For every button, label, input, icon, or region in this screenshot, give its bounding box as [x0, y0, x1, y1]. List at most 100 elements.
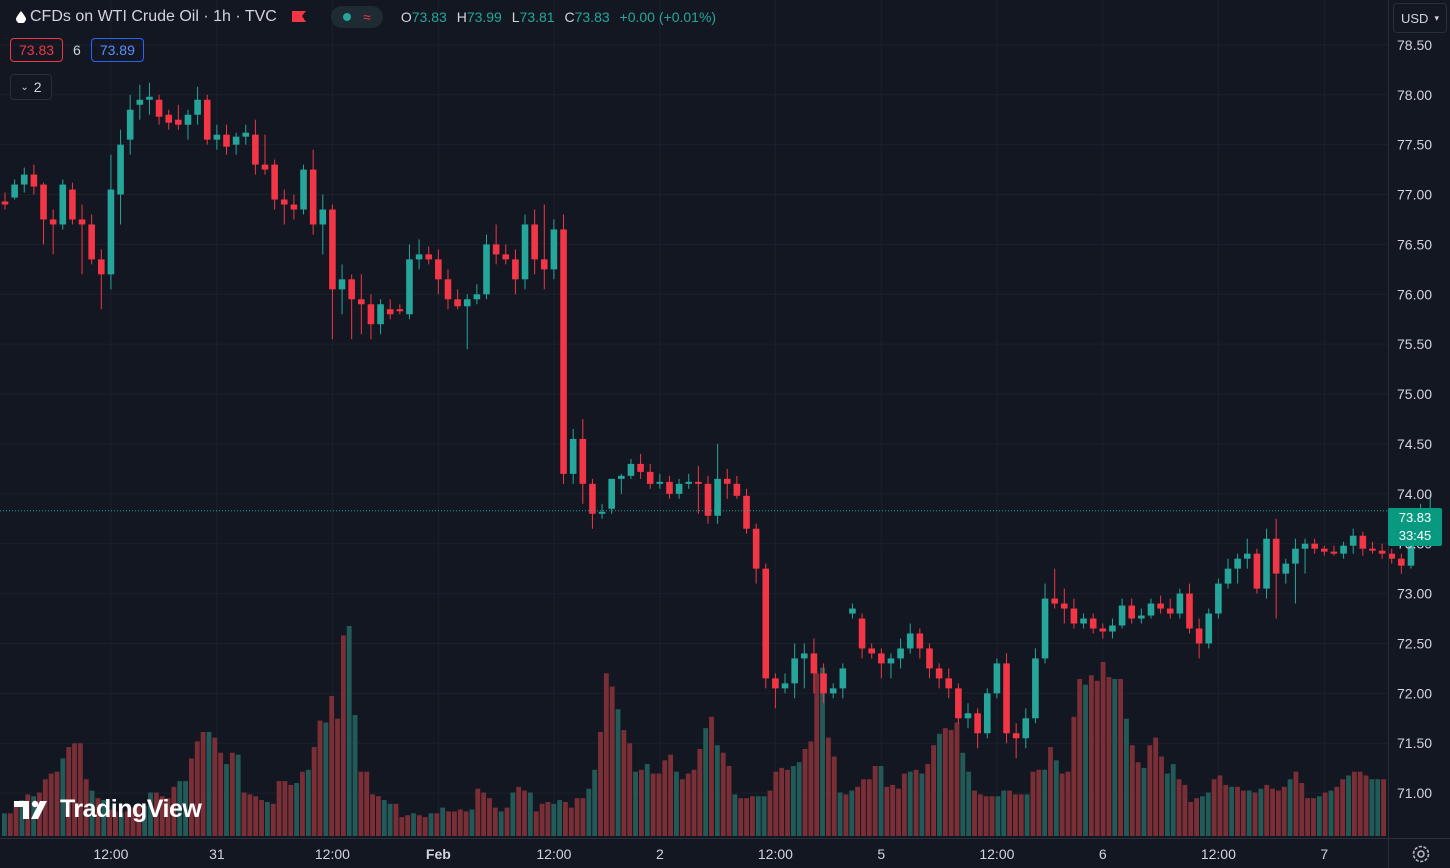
volume-bar — [750, 796, 755, 836]
candle-body — [993, 663, 1001, 694]
indicator-count: 2 — [33, 79, 42, 95]
volume-bar — [1188, 801, 1194, 836]
volume-bar — [177, 781, 183, 836]
volume-bar — [586, 788, 592, 836]
volume-bar — [650, 773, 656, 836]
volume-bar — [1270, 788, 1275, 836]
market-status-pill[interactable]: ≈ — [330, 6, 383, 28]
volume-bar — [411, 813, 416, 836]
volume-bar — [995, 796, 1001, 836]
volume-bar — [481, 792, 487, 836]
market-open-dot-icon — [342, 13, 351, 21]
sell-button[interactable]: 73.83 — [10, 38, 64, 62]
symbol-title[interactable]: CFDs on WTI Crude Oil · 1h · TVC — [30, 8, 277, 25]
currency-select[interactable]: USD ▾ — [1393, 3, 1447, 33]
volume-bar — [1118, 678, 1124, 836]
volume-bar — [709, 716, 714, 836]
candle-body — [955, 688, 962, 719]
price-tick-label: 77.50 — [1397, 137, 1432, 153]
flag-icon[interactable] — [291, 10, 307, 24]
tradingview-logo[interactable]: TradingView — [14, 795, 202, 824]
volume-bar — [1363, 775, 1369, 836]
volume-bar — [533, 811, 539, 836]
spread-value: 6 — [73, 42, 81, 58]
volume-bar — [960, 752, 966, 836]
volume-bar — [270, 803, 276, 836]
high-label: H — [456, 9, 467, 25]
candle-body — [280, 199, 288, 205]
volume-bar — [66, 747, 72, 836]
volume-bar — [849, 790, 855, 836]
price-tick-label: 75.50 — [1397, 336, 1432, 352]
candle-body — [367, 304, 375, 325]
volume-bar — [1351, 771, 1357, 836]
volume-bar — [1135, 762, 1141, 836]
time-tick-label: 12:00 — [93, 846, 128, 862]
candle-body — [1089, 618, 1097, 629]
volume-bar — [1124, 718, 1129, 836]
volume-bar — [241, 792, 247, 836]
volume-bar — [1176, 779, 1182, 836]
time-tick-label: 5 — [877, 846, 885, 862]
indicators-toggle-button[interactable]: ⌄ 2 — [10, 74, 52, 100]
volume-bar — [1018, 794, 1024, 836]
candle-body — [1195, 628, 1203, 644]
volume-bar — [972, 790, 977, 836]
price-tick-label: 74.00 — [1397, 486, 1432, 502]
price-axis[interactable]: 71.0071.5072.0072.5073.0073.5074.0074.50… — [1397, 37, 1432, 801]
volume-bar — [1199, 796, 1205, 836]
volume-bar — [925, 764, 931, 836]
volume-bar — [1077, 678, 1083, 836]
price-tick-label: 76.00 — [1397, 286, 1432, 302]
candle-body — [59, 184, 67, 225]
candle-body — [512, 259, 519, 280]
candle-body — [300, 169, 307, 210]
volume-bar — [1164, 773, 1170, 836]
time-axis[interactable]: 12:00 31 12:00 Feb 12:00 2 12:00 5 12:00 6 12:00 7 — [93, 846, 1328, 862]
volume-bar — [1012, 794, 1018, 836]
buy-button[interactable]: 73.89 — [90, 38, 144, 62]
volume-bar — [159, 796, 165, 836]
settings-gear-icon[interactable] — [1410, 843, 1432, 865]
candle-body — [1157, 603, 1164, 609]
candle-body — [733, 483, 741, 496]
last-price-value: 73.83 — [1398, 510, 1432, 525]
volume-bar — [200, 731, 206, 836]
candle-body — [1012, 733, 1020, 739]
candle-body — [1330, 551, 1338, 554]
volume-bar — [1246, 790, 1252, 836]
volume-bar — [855, 786, 861, 836]
volume-bar — [1305, 798, 1311, 836]
volume-bar — [522, 790, 527, 836]
volume-bar — [1024, 794, 1030, 836]
volume-bar — [825, 737, 831, 836]
close-value: 73.83 — [574, 9, 610, 25]
volume-bar — [212, 737, 218, 836]
price-tick-label: 78.50 — [1397, 37, 1432, 53]
volume-bar — [300, 771, 305, 836]
candle-body — [232, 136, 240, 145]
price-tick-label: 71.00 — [1397, 785, 1432, 801]
candle-body — [1234, 558, 1241, 569]
candle-body — [579, 438, 587, 484]
volume-bar — [83, 779, 89, 836]
volume-bar — [1030, 771, 1036, 836]
volume-bar — [948, 730, 954, 836]
candle-body — [1340, 545, 1347, 554]
volume-bar — [831, 756, 837, 836]
candle-body — [1292, 548, 1299, 564]
time-tick-label: Feb — [426, 846, 451, 862]
volume-bar — [802, 748, 808, 836]
volume-bar — [989, 796, 995, 836]
volume-bars — [2, 626, 1386, 836]
candle-body — [637, 463, 644, 472]
bar-countdown: 33:45 — [1398, 528, 1432, 543]
volume-bar — [674, 771, 679, 836]
volume-bar — [340, 635, 346, 836]
candle-body — [1243, 553, 1251, 559]
candle-body — [608, 478, 615, 509]
volume-bar — [428, 813, 434, 836]
candle-body — [743, 495, 750, 529]
candle-body — [155, 99, 163, 117]
